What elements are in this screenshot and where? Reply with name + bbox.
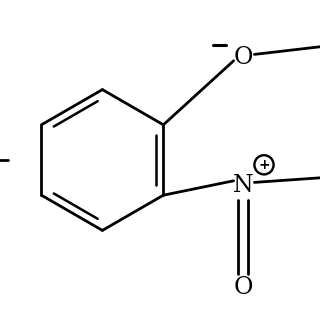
Text: O: O: [234, 46, 253, 69]
Text: +: +: [258, 158, 270, 172]
Text: N: N: [233, 174, 253, 197]
Text: O: O: [234, 276, 253, 300]
